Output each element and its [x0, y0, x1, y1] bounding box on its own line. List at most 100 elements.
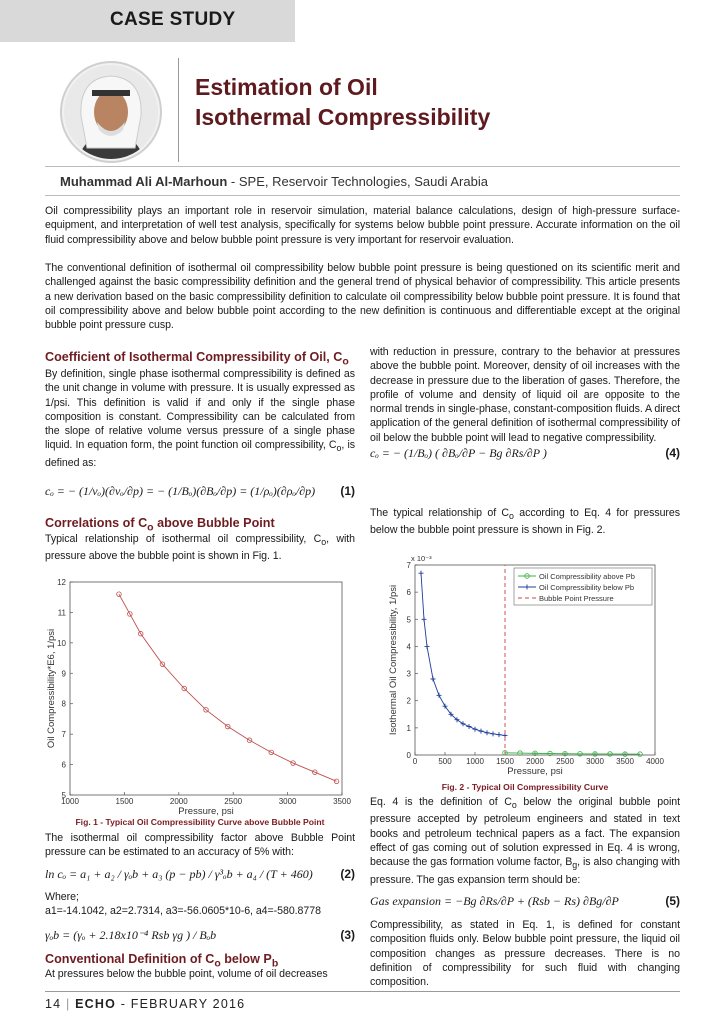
- equation: γₒb = (γₒ + 2.18x10⁻⁴ Rsb γg ) / Bₒb (3): [45, 925, 355, 945]
- series-line: [420, 573, 506, 736]
- x-tick-label: 4000: [646, 757, 664, 766]
- legend-label: Bubble Point Pressure: [539, 594, 614, 603]
- marker: [430, 676, 436, 682]
- x-tick-label: 2500: [224, 797, 242, 806]
- separator: |: [66, 997, 71, 1011]
- subscript: o: [214, 957, 221, 970]
- subscript: o: [511, 800, 517, 811]
- article-title: Estimation of Oil Isothermal Compressibi…: [195, 74, 491, 130]
- marker: [127, 611, 133, 617]
- text-run: Correlations of C: [45, 516, 148, 530]
- x-axis-label: Pressure, psi: [178, 806, 233, 817]
- paragraph: Oil compressibility plays an important r…: [45, 205, 680, 246]
- y-tick-label: 5: [407, 615, 412, 624]
- equation-text: Gas expansion = −Bg ∂Rs/∂P + (Rsb − Rs) …: [370, 893, 619, 908]
- marker: [484, 730, 490, 736]
- marker: [524, 573, 530, 579]
- legend-box: [513, 567, 653, 606]
- marker: [225, 723, 231, 730]
- affiliation: - SPE, Reservoir Technologies, Saudi Ara…: [227, 174, 488, 189]
- y-tick-label: 12: [57, 578, 66, 587]
- equation-number: (1): [340, 484, 355, 498]
- y-tick-label: 8: [62, 700, 67, 709]
- marker: [159, 661, 166, 667]
- paragraph: with reduction in pressure, contrary to …: [370, 345, 680, 445]
- equation-text: cₒ = − (1/Bₒ) ( ∂Bₒ/∂P − Bg ∂Rs/∂P ): [370, 445, 547, 460]
- marker: [490, 731, 496, 737]
- text-run: The typical relationship of C: [370, 507, 510, 519]
- y-tick-label: 11: [58, 608, 67, 617]
- marker: [562, 750, 568, 757]
- marker: [547, 750, 553, 757]
- author: Muhammad Ali Al-Marhoun: [60, 174, 228, 189]
- text-run: The isothermal oil compressibility facto…: [45, 832, 355, 859]
- marker: [592, 751, 598, 757]
- marker: [622, 751, 628, 757]
- y-tick-label: 4: [407, 642, 412, 651]
- marker: [203, 707, 209, 713]
- text-run: Eq. 4 is the definition of C: [370, 796, 512, 808]
- y-tick-label: 9: [62, 669, 67, 678]
- x-tick-label: 2000: [526, 757, 544, 766]
- marker: [181, 685, 187, 692]
- x-tick-label: 1000: [466, 757, 484, 766]
- paragraph: At pressures below the bubble point, vol…: [45, 967, 355, 981]
- x-tick-label: 3000: [586, 757, 604, 766]
- byline: Muhammad Ali Al-Marhoun - SPE, Reservoir…: [60, 174, 488, 189]
- x-axis-label: Pressure, psi: [507, 766, 562, 777]
- section-heading: Correlations of Co above Bubble Point: [45, 516, 355, 534]
- marker: [496, 732, 502, 738]
- marker: [421, 616, 427, 622]
- section-heading: Coefficient of Isothermal Compressibilit…: [45, 350, 355, 368]
- y-tick-label: 6: [62, 761, 67, 770]
- marker: [418, 570, 424, 576]
- y-tick-label: 5: [62, 791, 67, 800]
- text-run: below P: [220, 952, 272, 966]
- section-banner: CASE STUDY: [0, 0, 295, 42]
- x-tick-label: 2500: [556, 757, 574, 766]
- equation: Gas expansion = −Bg ∂Rs/∂P + (Rsb − Rs) …: [370, 888, 680, 914]
- marker: [577, 751, 583, 757]
- x-tick-label: 1500: [496, 757, 514, 766]
- text-run: Compressibility, as stated in Eq. 1, is …: [370, 919, 680, 989]
- text-run: above Bubble Point: [153, 516, 275, 530]
- y-tick-label: 6: [407, 588, 412, 597]
- marker: [116, 591, 122, 597]
- marker: [246, 737, 253, 743]
- marker: [424, 643, 430, 649]
- equation: cₒ = − (1/Bₒ) ( ∂Bₒ/∂P − Bg ∂Rs/∂P ) (4): [370, 436, 680, 470]
- marker: [532, 750, 538, 757]
- text-run: Typical relationship of isothermal oil c…: [45, 533, 322, 545]
- author-photo: [60, 61, 162, 163]
- marker: [454, 717, 460, 723]
- paragraph: The typical relationship of Co according…: [370, 506, 680, 538]
- marker: [466, 724, 472, 729]
- plot-area: [69, 581, 343, 796]
- section-heading: Conventional Definition of Co below Pb: [45, 952, 355, 970]
- y-exponent: x 10⁻³: [411, 554, 432, 563]
- figure-caption: Fig. 2 - Typical Oil Compressibility Cur…: [441, 782, 609, 792]
- text-run: a1=-14.1042, a2=2.7314, a3=-56.0605*10-6…: [45, 905, 321, 917]
- marker: [268, 749, 274, 756]
- equation: ln cₒ = a₁ + a₂ / γₒb + a₃ (p − pb) / γ³…: [45, 864, 355, 884]
- y-tick-label: 3: [407, 670, 412, 679]
- y-axis-label: Oil Compressibility*E6, 1/psi: [46, 629, 57, 748]
- marker: [502, 750, 508, 756]
- marker: [472, 726, 478, 732]
- x-tick-label: 1500: [116, 797, 134, 806]
- y-tick-label: 7: [62, 730, 67, 739]
- paragraph: a1=-14.1042, a2=2.7314, a3=-56.0605*10-6…: [45, 904, 355, 918]
- x-tick-label: 3000: [279, 797, 297, 806]
- subscript: g: [572, 860, 578, 871]
- equation-number: (3): [340, 928, 355, 942]
- series-line: [504, 752, 641, 755]
- y-tick-label: 10: [57, 639, 66, 648]
- text-run: By definition, single phase isothermal c…: [45, 368, 355, 452]
- paragraph: Typical relationship of isothermal oil c…: [45, 532, 355, 564]
- equation-number: (2): [340, 867, 355, 881]
- x-tick-label: 2000: [170, 797, 188, 806]
- y-axis-label: Isothermal Oil Compressibility, 1/psi: [388, 585, 399, 735]
- figure-2: 0 500 1000 1500 2000 2500 3000 3500 4000 0 1 2 3 4 5 6 7…: [388, 554, 664, 777]
- marker: [436, 692, 442, 698]
